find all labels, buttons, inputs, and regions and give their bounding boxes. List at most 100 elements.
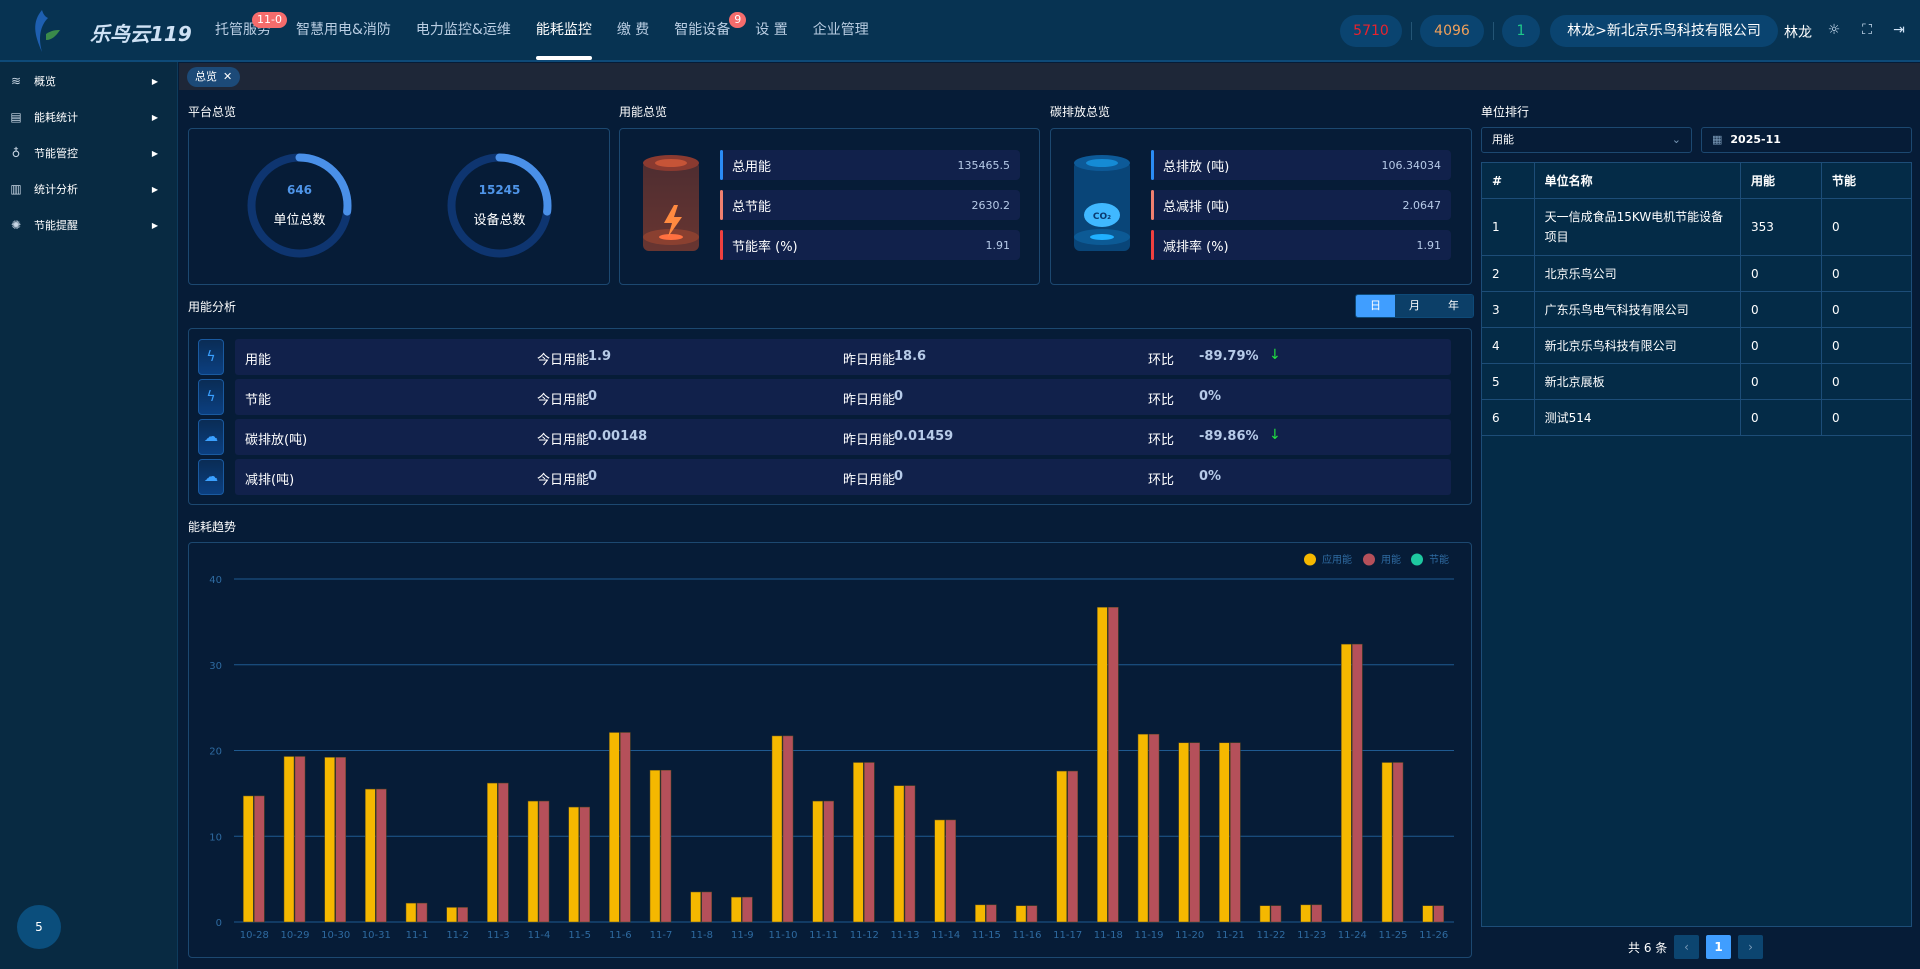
legend-marker[interactable]	[1304, 553, 1316, 566]
period-button[interactable]: 日	[1356, 295, 1395, 317]
bar-用能[interactable]	[1433, 905, 1444, 923]
bar-用能[interactable]	[1148, 733, 1160, 923]
table-row[interactable]: 5 新北京展板 0 0	[1481, 363, 1913, 400]
bar-用能[interactable]	[294, 756, 306, 923]
counter-green[interactable]: 1	[1502, 15, 1540, 47]
bar-用能[interactable]	[660, 769, 672, 923]
bar-用能[interactable]	[701, 891, 712, 923]
bar-用能[interactable]	[1270, 905, 1282, 923]
bar-应用能[interactable]	[690, 891, 701, 923]
bar-应用能[interactable]	[1219, 742, 1230, 923]
table-row[interactable]: 3 广东乐鸟电气科技有限公司 0 0	[1481, 291, 1913, 328]
bar-应用能[interactable]	[893, 785, 905, 923]
bar-用能[interactable]	[457, 907, 468, 923]
sidebar-item[interactable]: ✺ 节能提醒 ▶	[0, 210, 178, 240]
bar-用能[interactable]	[864, 762, 875, 923]
bar-用能[interactable]	[376, 788, 387, 923]
next-page-button[interactable]: ›	[1738, 935, 1763, 959]
bar-用能[interactable]	[538, 800, 550, 923]
bar-应用能[interactable]	[405, 902, 417, 923]
bar-用能[interactable]	[254, 795, 265, 923]
bar-应用能[interactable]	[812, 800, 823, 923]
bar-应用能[interactable]	[1015, 905, 1027, 923]
bar-应用能[interactable]	[1178, 742, 1189, 923]
bar-用能[interactable]	[986, 904, 997, 923]
counter-orange[interactable]: 4096	[1420, 15, 1484, 47]
bar-应用能[interactable]	[1137, 733, 1149, 923]
bar-用能[interactable]	[742, 896, 753, 923]
bar-应用能[interactable]	[365, 788, 376, 923]
nav-item[interactable]: 智慧用电&消防	[296, 0, 391, 60]
bar-用能[interactable]	[1352, 643, 1363, 923]
bar-用能[interactable]	[1189, 742, 1200, 923]
counter-red[interactable]: 5710	[1340, 15, 1402, 47]
period-button[interactable]: 年	[1434, 295, 1473, 317]
nav-item[interactable]: 缴 费	[617, 0, 649, 60]
bar-应用能[interactable]	[1056, 770, 1067, 923]
nav-item[interactable]: 企业管理	[813, 0, 869, 60]
legend-marker[interactable]	[1363, 553, 1375, 566]
bar-应用能[interactable]	[934, 819, 945, 923]
bar-用能[interactable]	[1230, 742, 1241, 923]
period-button[interactable]: 月	[1395, 295, 1434, 317]
sidebar-item[interactable]: ▤ 能耗统计 ▶	[0, 102, 178, 132]
bar-用能[interactable]	[1392, 762, 1404, 923]
bar-应用能[interactable]	[731, 896, 742, 923]
bar-用能[interactable]	[416, 902, 428, 923]
bar-应用能[interactable]	[324, 757, 335, 923]
floating-count-bubble[interactable]: 5	[17, 905, 61, 949]
bar-用能[interactable]	[823, 800, 834, 923]
bar-用能[interactable]	[904, 785, 916, 923]
sidebar-item[interactable]: ▥ 统计分析 ▶	[0, 174, 178, 204]
bar-用能[interactable]	[1026, 905, 1038, 923]
table-row[interactable]: 2 北京乐鸟公司 0 0	[1481, 255, 1913, 292]
tab-overview[interactable]: 总览 ✕	[187, 67, 241, 87]
bar-应用能[interactable]	[243, 795, 254, 923]
nav-item[interactable]: 设 置	[755, 0, 787, 60]
bar-用能[interactable]	[1108, 607, 1119, 923]
bar-用能[interactable]	[782, 735, 794, 923]
bar-应用能[interactable]	[609, 732, 620, 923]
bar-应用能[interactable]	[771, 735, 783, 923]
bar-应用能[interactable]	[1422, 905, 1433, 923]
bar-应用能[interactable]	[283, 756, 295, 923]
org-switcher[interactable]: 林龙>新北京乐鸟科技有限公司	[1550, 15, 1778, 47]
table-row[interactable]: 4 新北京乐鸟科技有限公司 0 0	[1481, 327, 1913, 364]
user-name[interactable]: 林龙	[1784, 25, 1812, 41]
bar-应用能[interactable]	[527, 800, 539, 923]
bar-应用能[interactable]	[1259, 905, 1271, 923]
bar-用能[interactable]	[1311, 904, 1322, 923]
bar-用能[interactable]	[498, 782, 509, 923]
bar-用能[interactable]	[579, 806, 590, 923]
bar-用能[interactable]	[945, 819, 956, 923]
table-row[interactable]: 6 测试514 0 0	[1481, 399, 1913, 436]
bar-应用能[interactable]	[1341, 643, 1352, 923]
sidebar-item[interactable]: ≋ 概览 ▶	[0, 66, 178, 96]
prev-page-button[interactable]: ‹	[1674, 935, 1699, 959]
bar-应用能[interactable]	[1381, 762, 1393, 923]
bar-应用能[interactable]	[1097, 607, 1108, 923]
legend-marker[interactable]	[1411, 553, 1423, 566]
page-1-button[interactable]: 1	[1706, 935, 1731, 959]
nav-item[interactable]: 电力监控&运维	[416, 0, 511, 60]
fullscreen-icon[interactable]: ⛶	[1862, 22, 1872, 38]
nav-item[interactable]: 智能设备 9	[674, 0, 747, 60]
bar-应用能[interactable]	[975, 904, 986, 923]
bar-应用能[interactable]	[487, 782, 498, 923]
nav-item[interactable]: 托管服务 11-0	[215, 0, 287, 60]
bar-应用能[interactable]	[649, 769, 661, 923]
bar-应用能[interactable]	[446, 907, 457, 923]
month-picker[interactable]: ▦ 2025-11	[1701, 127, 1912, 153]
bar-应用能[interactable]	[1300, 904, 1311, 923]
table-row[interactable]: 1 天一信成食品15KW电机节能设备项目 353 0	[1481, 198, 1913, 256]
close-icon[interactable]: ✕	[223, 70, 233, 83]
bar-用能[interactable]	[1067, 770, 1078, 923]
sidebar-item[interactable]: ♁ 节能管控 ▶	[0, 138, 178, 168]
bar-用能[interactable]	[620, 732, 631, 923]
bar-应用能[interactable]	[853, 762, 864, 923]
logout-icon[interactable]: ⇥	[1893, 22, 1905, 38]
bar-用能[interactable]	[335, 757, 346, 923]
nav-item[interactable]: 能耗监控	[535, 0, 592, 60]
theme-icon[interactable]: ☼	[1827, 22, 1841, 38]
metric-select[interactable]: 用能 ⌄	[1481, 127, 1692, 153]
